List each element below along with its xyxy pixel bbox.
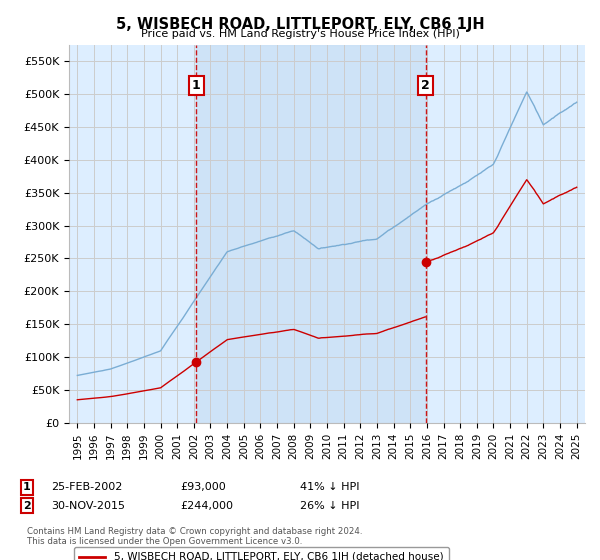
Text: 30-NOV-2015: 30-NOV-2015 xyxy=(51,501,125,511)
Text: Price paid vs. HM Land Registry's House Price Index (HPI): Price paid vs. HM Land Registry's House … xyxy=(140,29,460,39)
Legend: 5, WISBECH ROAD, LITTLEPORT, ELY, CB6 1JH (detached house), HPI: Average price, : 5, WISBECH ROAD, LITTLEPORT, ELY, CB6 1J… xyxy=(74,547,449,560)
Text: £244,000: £244,000 xyxy=(180,501,233,511)
Text: 2: 2 xyxy=(23,501,31,511)
Bar xyxy=(196,45,425,423)
Text: 25-FEB-2002: 25-FEB-2002 xyxy=(51,482,122,492)
Text: 2: 2 xyxy=(421,79,430,92)
Text: 41% ↓ HPI: 41% ↓ HPI xyxy=(300,482,359,492)
Text: 1: 1 xyxy=(23,482,31,492)
Text: £93,000: £93,000 xyxy=(180,482,226,492)
Text: 26% ↓ HPI: 26% ↓ HPI xyxy=(300,501,359,511)
Text: 5, WISBECH ROAD, LITTLEPORT, ELY, CB6 1JH: 5, WISBECH ROAD, LITTLEPORT, ELY, CB6 1J… xyxy=(116,17,484,32)
Text: Contains HM Land Registry data © Crown copyright and database right 2024.
This d: Contains HM Land Registry data © Crown c… xyxy=(27,527,362,546)
Text: 1: 1 xyxy=(192,79,201,92)
